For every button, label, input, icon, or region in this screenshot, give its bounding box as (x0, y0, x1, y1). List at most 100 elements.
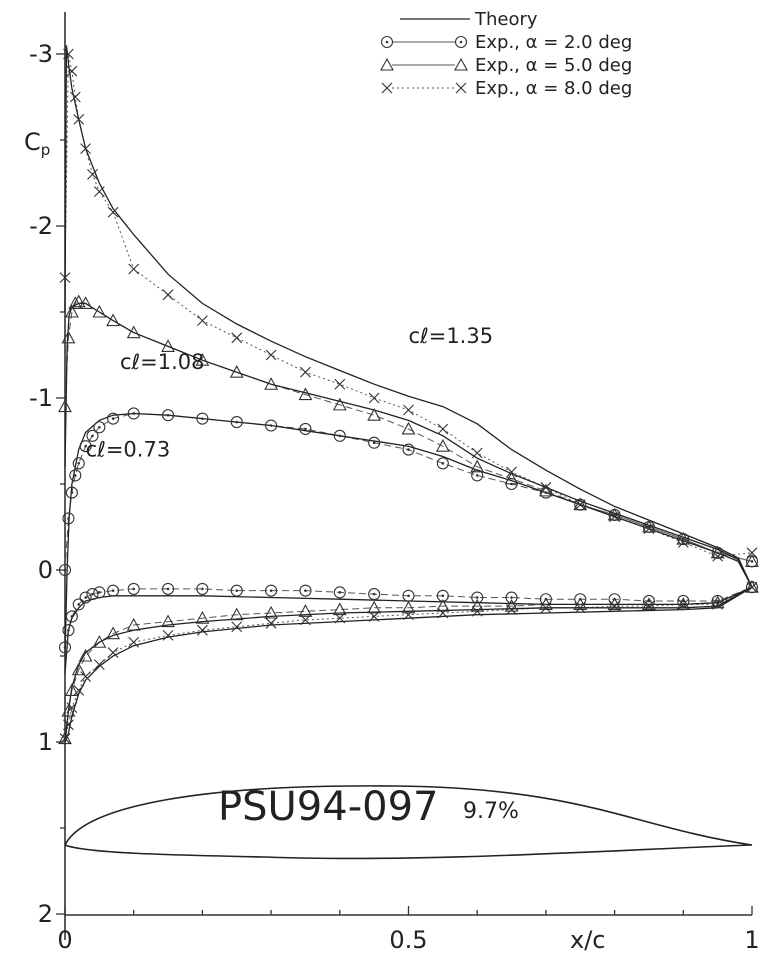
circle-marker-dot (77, 603, 81, 606)
circle-marker (86, 429, 99, 442)
circle-marker-ring (65, 610, 78, 623)
circle-marker-dot (235, 589, 239, 592)
triangle-marker (64, 683, 79, 696)
theory-curve (64, 586, 753, 743)
cross-marker (73, 685, 85, 696)
triangle-marker (745, 554, 759, 567)
cross-marker (506, 604, 517, 615)
circle-marker-ring (162, 582, 175, 595)
cross-marker (746, 581, 758, 593)
cross-marker (712, 550, 724, 562)
cross-marker (712, 599, 724, 610)
cross-marker (59, 733, 71, 744)
cross-marker (231, 332, 243, 344)
circle-marker-ring (127, 407, 140, 420)
circle-marker (79, 591, 92, 604)
circle-marker-dot (98, 591, 101, 594)
cross-marker (403, 609, 414, 621)
circle-marker-ring (368, 436, 381, 449)
circle-marker-ring (79, 440, 92, 453)
triangle-marker (676, 597, 691, 610)
circle-marker (107, 412, 120, 425)
circle-marker (436, 457, 449, 470)
circle-marker-ring (608, 593, 621, 606)
circle-marker (58, 563, 72, 577)
circle-marker-ring (196, 582, 209, 595)
triangle-marker (710, 545, 725, 559)
triangle-marker (195, 611, 210, 624)
cl-label: cℓ=1.35 (409, 324, 494, 348)
cross-marker (643, 600, 655, 612)
cross-marker (540, 482, 552, 493)
exp-line-triangle-upper (64, 301, 753, 562)
triangle-marker (435, 598, 450, 612)
legend-marker-ring (454, 35, 468, 49)
exp-line-cross-lower (64, 586, 753, 739)
triangle-marker (504, 471, 519, 485)
circle-marker (93, 586, 106, 599)
circle-marker-ring (72, 598, 85, 611)
triangle-marker (126, 325, 141, 339)
x-tick-label: 1 (744, 926, 759, 954)
circle-marker (368, 436, 381, 449)
circle-marker-dot (750, 560, 754, 563)
circle-marker (65, 610, 78, 623)
cross-marker (80, 671, 91, 683)
cross-marker (73, 113, 85, 125)
circle-marker-ring (93, 586, 106, 599)
cross-marker (162, 629, 174, 641)
circle-marker-dot (84, 596, 87, 599)
circle-marker (79, 440, 92, 453)
circle-marker-dot (132, 587, 135, 591)
circle-marker (65, 486, 78, 499)
circle-marker-dot (63, 646, 67, 649)
triangle-marker (229, 607, 244, 621)
circle-marker-dot (166, 413, 170, 417)
y-tick-label: 0 (38, 556, 53, 584)
circle-marker-dot (91, 434, 94, 438)
circle-marker-ring (265, 584, 278, 597)
cross-marker (80, 143, 91, 154)
circle-marker (127, 582, 140, 595)
legend-label: Exp., α = 2.0 deg (475, 32, 632, 53)
triangle-marker (573, 597, 588, 610)
circle-marker (265, 419, 278, 432)
cross-marker (471, 605, 483, 617)
circle-marker-ring (677, 594, 690, 608)
circle-marker (93, 421, 106, 434)
cross-marker (265, 349, 277, 361)
cross-marker (677, 599, 689, 610)
cross-marker (368, 392, 380, 404)
y-tick-label: -3 (29, 40, 53, 68)
circle-marker (505, 591, 518, 604)
exp-line-circle-upper (64, 412, 753, 571)
triangle-marker (64, 304, 79, 318)
triangle-marker (298, 604, 313, 617)
circle-marker-dot (201, 587, 204, 591)
cross-marker (59, 272, 71, 283)
cross-marker (93, 186, 105, 197)
triangle-marker (367, 600, 382, 614)
cl-label: cℓ=0.73 (86, 437, 171, 461)
circle-marker-ring (436, 457, 449, 470)
circle-marker-dot (166, 587, 170, 591)
y-tick-label: -2 (29, 212, 53, 240)
cross-marker (437, 607, 449, 619)
triangle-marker (332, 397, 347, 411)
cross-marker (128, 636, 140, 648)
circle-marker-dot (111, 589, 115, 592)
cross-marker (746, 547, 758, 559)
circle-marker-ring (93, 421, 106, 434)
triangle-marker (92, 635, 107, 648)
cross-marker (66, 65, 78, 77)
circle-marker-ring (62, 512, 75, 525)
circle-marker-dot (716, 599, 719, 603)
circle-marker (107, 584, 120, 597)
circle-marker (72, 457, 85, 470)
circle-marker (62, 512, 75, 525)
cross-marker (107, 647, 119, 658)
triangle-marker (642, 519, 656, 533)
triangle-marker (607, 507, 622, 521)
circle-marker-dot (67, 628, 70, 632)
